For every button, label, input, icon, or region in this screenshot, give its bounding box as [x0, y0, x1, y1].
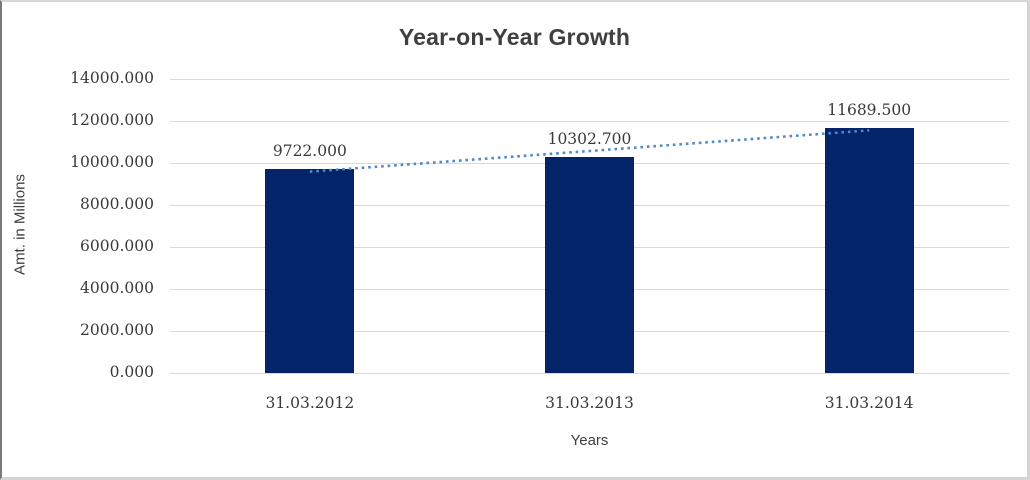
- x-tick-label: 31.03.2013: [545, 394, 634, 412]
- y-tick-label: 14000.000: [70, 69, 154, 87]
- y-tick-label: 4000.000: [80, 279, 154, 297]
- x-axis-title: Years: [570, 432, 609, 449]
- bar-value-label: 11689.500: [827, 100, 912, 119]
- bar-value-label: 9722.000: [272, 141, 347, 160]
- bar-31.03.2013: [545, 156, 634, 373]
- x-tick-label: 31.03.2014: [824, 394, 914, 412]
- y-tick-label: 6000.000: [80, 237, 154, 255]
- gridline: [170, 78, 1009, 80]
- gridline: [170, 372, 1009, 374]
- bar-31.03.2012: [265, 168, 355, 373]
- plot-area: 9722.000 10302.700 11689.500: [170, 78, 1009, 374]
- y-tick-label: 2000.000: [80, 321, 154, 339]
- y-tick-label: 0.000: [109, 363, 154, 381]
- y-tick-label: 12000.000: [70, 111, 154, 129]
- linear-trendline: [309, 129, 870, 173]
- bar-value-label: 10302.700: [547, 129, 632, 148]
- x-tick-label: 31.03.2012: [265, 394, 355, 412]
- bar-31.03.2014: [824, 127, 914, 373]
- chart-title: Year-on-Year Growth: [398, 24, 631, 50]
- gridline: [170, 120, 1009, 122]
- y-tick-label: 8000.000: [80, 195, 154, 213]
- y-tick-label: 10000.000: [70, 153, 154, 171]
